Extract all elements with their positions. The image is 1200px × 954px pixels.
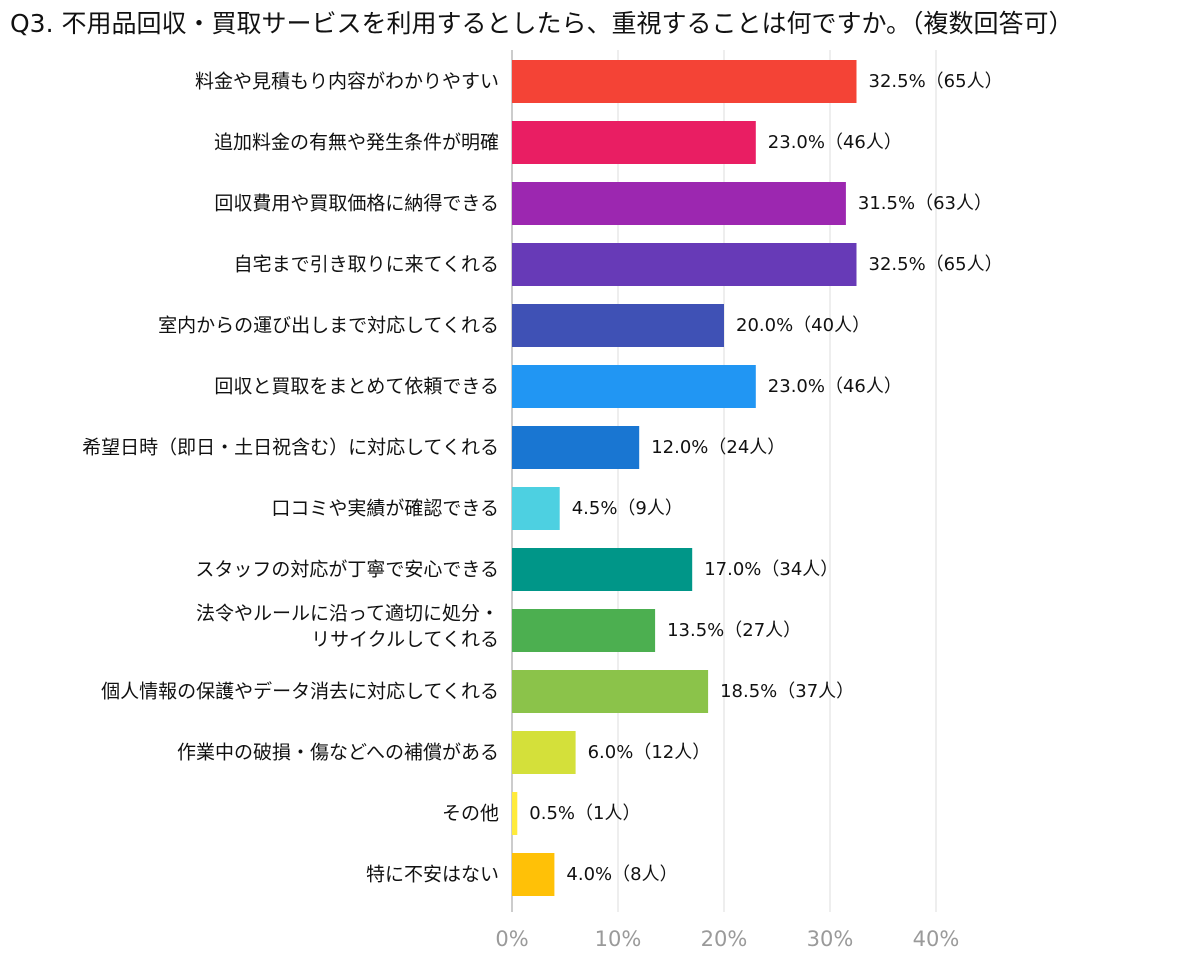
bar [512,792,518,835]
data-label: 17.0%（34人） [704,559,838,580]
category-label: 料金や見積もり内容がわかりやすい [195,71,499,93]
bar [512,853,555,896]
chart-title: Q3. 不用品回収・買取サービスを利用するとしたら、重視することは何ですか。（複… [10,9,1073,38]
data-label: 32.5%（65人） [869,71,1003,92]
grid-layer [511,50,937,912]
data-label: 23.0%（46人） [768,132,902,153]
category-label: 追加料金の有無や発生条件が明確 [214,132,499,154]
bar [512,670,709,713]
x-tick-label: 20% [701,927,748,951]
bar [512,60,857,103]
category-label: その他 [442,803,499,825]
bar [512,487,560,530]
category-label: 室内からの運び出しまで対応してくれる [158,315,499,337]
bar [512,609,656,652]
bar-layer [512,60,857,896]
bar [512,182,846,225]
x-axis: 0% 10% 20% 30% 40% [495,927,959,951]
x-tick-label: 30% [807,927,854,951]
data-label: 32.5%（65人） [869,254,1003,275]
data-label: 31.5%（63人） [858,193,992,214]
bar [512,304,724,347]
x-tick-label: 0% [495,927,528,951]
category-label: 個人情報の保護やデータ消去に対応してくれる [101,681,499,703]
bar [512,243,857,286]
category-label: 回収費用や買取価格に納得できる [214,193,499,215]
x-tick-label: 40% [913,927,960,951]
label-layer: 料金や見積もり内容がわかりやすい 32.5%（65人） 追加料金の有無や発生条件が明… [82,71,1002,886]
data-label: 12.0%（24人） [651,437,785,458]
data-label: 4.5%（9人） [572,498,683,519]
category-label: 作業中の破損・傷などへの補償がある [177,742,499,764]
data-label: 20.0%（40人） [736,315,870,336]
category-label: 希望日時（即日・土日祝含む）に対応してくれる [82,437,499,459]
category-label: 回収と買取をまとめて依頼できる [214,376,499,398]
bar [512,365,756,408]
x-tick-label: 10% [595,927,642,951]
category-label: スタッフの対応が丁寧で安心できる [195,559,499,581]
category-label: 特に不安はない [366,864,499,886]
data-label: 23.0%（46人） [768,376,902,397]
bar [512,121,756,164]
data-label: 6.0%（12人） [588,742,711,763]
data-label: 13.5%（27人） [667,620,801,641]
category-label: 自宅まで引き取りに来てくれる [234,254,499,276]
bar [512,548,693,591]
bar [512,426,640,469]
data-label: 0.5%（1人） [529,803,640,824]
category-label: 口コミや実績が確認できる [271,498,499,520]
category-label: 法令やルールに沿って適切に処分・リサイクルしてくれる [196,603,499,651]
data-label: 4.0%（8人） [566,864,677,885]
bar [512,731,576,774]
data-label: 18.5%（37人） [720,681,854,702]
